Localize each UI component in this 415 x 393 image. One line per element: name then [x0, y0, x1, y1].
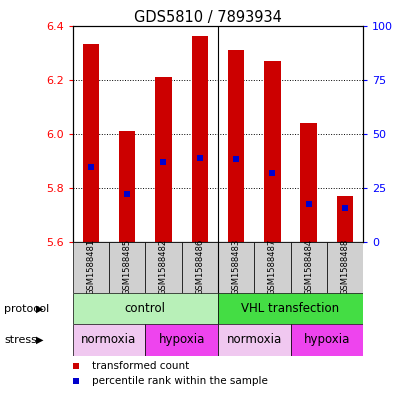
- Text: stress: stress: [4, 335, 37, 345]
- Text: GSM1588482: GSM1588482: [159, 239, 168, 295]
- Text: GDS5810 / 7893934: GDS5810 / 7893934: [134, 10, 281, 25]
- Bar: [73, 293, 218, 324]
- Text: ▶: ▶: [36, 303, 43, 314]
- Text: hypoxia: hypoxia: [159, 333, 205, 347]
- Text: GSM1588486: GSM1588486: [195, 239, 204, 296]
- Bar: [300, 123, 317, 242]
- Bar: [218, 293, 363, 324]
- Bar: [145, 242, 181, 293]
- Text: percentile rank within the sample: percentile rank within the sample: [91, 376, 267, 386]
- Text: GSM1588483: GSM1588483: [232, 239, 241, 296]
- Text: hypoxia: hypoxia: [304, 333, 350, 347]
- Text: normoxia: normoxia: [81, 333, 137, 347]
- Text: normoxia: normoxia: [227, 333, 282, 347]
- Text: protocol: protocol: [4, 303, 49, 314]
- Text: GSM1588484: GSM1588484: [304, 239, 313, 295]
- Bar: [155, 77, 171, 242]
- Text: control: control: [125, 302, 166, 315]
- Bar: [83, 44, 99, 242]
- Text: GSM1588488: GSM1588488: [340, 239, 349, 296]
- Text: GSM1588487: GSM1588487: [268, 239, 277, 296]
- Bar: [290, 242, 327, 293]
- Bar: [73, 324, 145, 356]
- Bar: [182, 242, 218, 293]
- Text: GSM1588481: GSM1588481: [86, 239, 95, 295]
- Bar: [73, 242, 109, 293]
- Bar: [192, 36, 208, 242]
- Bar: [327, 242, 363, 293]
- Bar: [119, 131, 135, 242]
- Text: VHL transfection: VHL transfection: [242, 302, 339, 315]
- Bar: [145, 324, 218, 356]
- Text: transformed count: transformed count: [91, 360, 189, 371]
- Bar: [290, 324, 363, 356]
- Bar: [264, 61, 281, 242]
- Text: GSM1588485: GSM1588485: [122, 239, 132, 295]
- Bar: [218, 324, 290, 356]
- Bar: [109, 242, 145, 293]
- Bar: [228, 50, 244, 242]
- Bar: [254, 242, 290, 293]
- Bar: [337, 196, 353, 242]
- Bar: [218, 242, 254, 293]
- Text: ▶: ▶: [36, 335, 43, 345]
